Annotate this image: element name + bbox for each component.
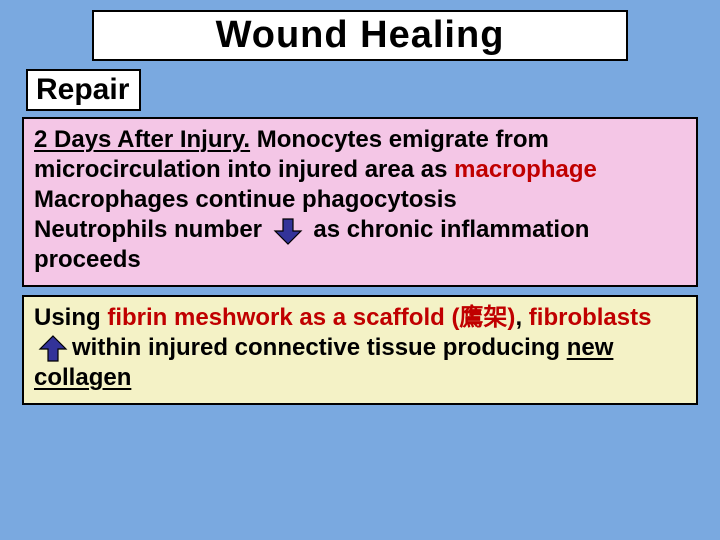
- title-box: Wound Healing: [92, 10, 628, 61]
- arrow-up-icon: [38, 335, 68, 363]
- text-fibrin: fibrin meshwork as a scaffold (鷹架): [107, 304, 515, 331]
- text-macrophage: macrophage: [454, 156, 597, 183]
- text-comma: ,: [515, 304, 528, 331]
- slide: Wound Healing Repair 2 Days After Injury…: [0, 0, 720, 540]
- text-fibroblasts: fibroblasts: [529, 304, 652, 331]
- box-2days: 2 Days After Injury. Monocytes emigrate …: [22, 117, 698, 287]
- subtitle-box: Repair: [26, 69, 141, 111]
- text-2days: 2 Days After Injury.: [34, 126, 250, 153]
- box-fibrin: Using fibrin meshwork as a scaffold (鷹架)…: [22, 295, 698, 405]
- text-within: within injured connective tissue produci…: [72, 334, 567, 361]
- slide-subtitle: Repair: [36, 73, 129, 106]
- text-using: Using: [34, 304, 107, 331]
- slide-title: Wound Healing: [216, 14, 505, 56]
- text-neutrophils-a: Neutrophils number: [34, 216, 269, 243]
- text-phagocytosis: Macrophages continue phagocytosis: [34, 186, 457, 213]
- arrow-down-icon: [273, 217, 303, 245]
